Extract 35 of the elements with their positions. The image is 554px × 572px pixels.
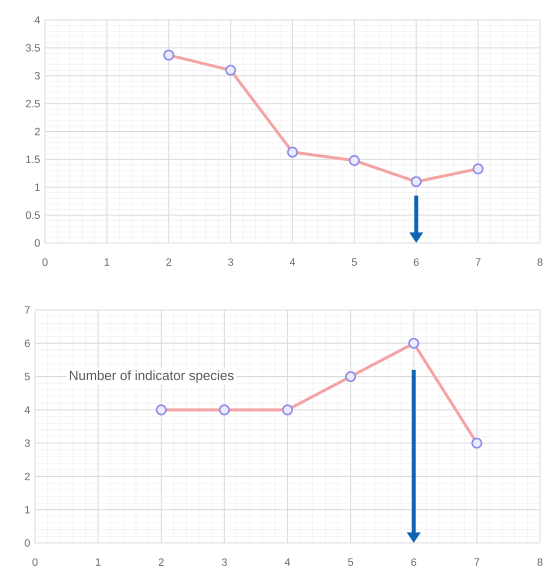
x-tick-label: 2 [166,258,172,266]
x-tick-label: 6 [411,558,416,566]
x-tick-label: 8 [537,258,542,266]
x-tick-label: 0 [42,258,48,266]
y-tick-label: 3 [24,439,30,447]
x-tick-label: 7 [476,258,481,266]
y-tick-label: 1 [35,184,40,191]
y-tick-label: 0 [34,239,40,247]
x-tick-label: 7 [474,558,480,566]
y-tick-label: 5 [24,372,30,380]
x-tick-label: 3 [222,558,227,566]
y-tick-label: 4 [34,16,40,24]
y-tick-label: 2.5 [26,100,40,108]
x-tick-label: 6 [414,258,419,266]
y-tick-label: 4 [24,406,30,414]
y-tick-label: 1.5 [26,156,40,164]
annotation: Number of indicator species [70,370,234,383]
y-tick-label: 0 [24,539,30,547]
y-tick-label: 2 [24,472,30,480]
x-tick-label: 1 [96,558,101,566]
y-tick-label: 7 [24,306,30,314]
x-tick-label: 8 [537,558,542,566]
x-tick-label: 4 [284,558,290,566]
x-tick-label: 3 [228,258,234,266]
y-tick-label: 3.5 [26,44,40,52]
x-tick-label: 1 [104,258,110,266]
y-tick-label: 6 [24,340,30,348]
y-tick-label: 3 [34,72,40,80]
x-tick-label: 5 [352,258,357,266]
x-tick-label: 5 [348,558,354,566]
y-tick-label: 0.5 [26,211,40,219]
y-tick-label: 1 [25,506,30,514]
x-tick-label: 2 [158,558,164,566]
y-tick-label: 2 [34,128,40,136]
x-tick-label: 4 [290,258,296,266]
